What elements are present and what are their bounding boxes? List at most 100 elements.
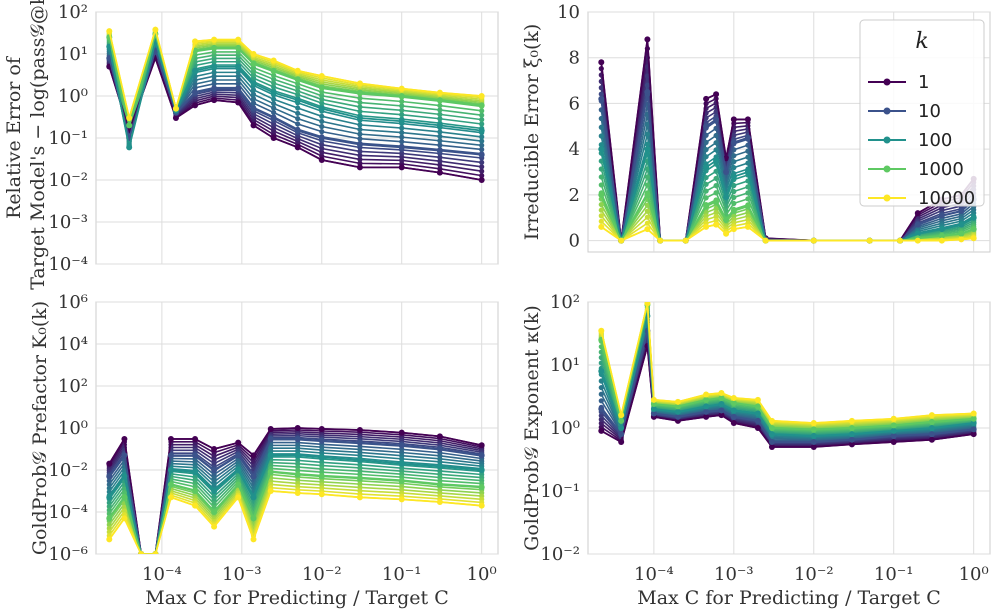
bundle-point <box>479 173 485 179</box>
series-point-k-10 <box>768 438 775 445</box>
series-point-k-100 <box>270 89 277 96</box>
bundle-point <box>713 109 719 115</box>
series-point-k-100 <box>267 452 274 459</box>
series-point-k-100 <box>318 454 325 461</box>
series-point-k-10000 <box>106 28 113 35</box>
y-tick-label: 10⁰ <box>550 418 580 439</box>
series-point-k-100 <box>674 408 681 415</box>
series-point-k-10 <box>106 473 113 480</box>
bundle-point <box>271 80 277 86</box>
series-point-k-1000 <box>211 509 218 515</box>
series-point-k-100 <box>192 67 199 74</box>
series-point-k-10 <box>478 151 485 158</box>
panel-bottom-left: 10⁻⁴ 10⁻³ 10⁻² 10⁻¹ 10⁰ 10⁻⁶ 10⁻⁴ 10⁻² 10⁰ 10² 10⁴… <box>29 292 499 609</box>
y-tick-label: 6 <box>569 93 580 114</box>
series-point-k-10 <box>730 139 737 146</box>
series-point-k-10000 <box>126 114 133 121</box>
series-point-k-100 <box>713 157 720 164</box>
series-point-k-10 <box>703 408 710 415</box>
series-point-k-1 <box>744 116 751 123</box>
series-point-k-10 <box>267 435 274 442</box>
series-point-k-1 <box>730 116 737 123</box>
series-point-k-100 <box>650 406 657 413</box>
bundle-line <box>108 458 482 554</box>
y-tick-label: 10¹ <box>550 355 580 376</box>
series-point-k-10 <box>928 431 935 438</box>
series-point-k-1000 <box>958 230 965 237</box>
series-point-k-10 <box>970 426 977 433</box>
bundle-point <box>713 147 719 153</box>
series-point-k-10000 <box>958 236 965 243</box>
bundle-point <box>598 124 604 130</box>
legend: k 1 10 100 1000 10000 <box>859 19 985 209</box>
x-tick-label: 10⁻¹ <box>874 564 914 585</box>
legend-marker-k-1000 <box>883 165 891 173</box>
bundle-line <box>108 436 482 554</box>
legend-title: k <box>915 29 928 54</box>
series-point-k-1000 <box>436 97 443 104</box>
bundle-point <box>479 121 485 127</box>
series-point-k-10 <box>356 439 363 446</box>
series-point-k-100 <box>318 105 325 112</box>
bundle-line <box>108 476 482 554</box>
legend-label-k-1000: 1000 <box>918 159 964 180</box>
bundle-line <box>108 480 482 554</box>
series-point-k-10000 <box>436 89 443 96</box>
bundle-point <box>703 154 709 160</box>
series-point-k-10000 <box>398 85 405 92</box>
bundle-point <box>357 136 363 142</box>
series-point-k-10000 <box>703 391 710 398</box>
bundle-point <box>319 145 325 152</box>
bundle-point <box>121 486 128 492</box>
series-point-k-1 <box>356 164 363 171</box>
bundle-point <box>319 123 325 130</box>
series-point-k-10 <box>618 431 625 438</box>
bundle-point <box>211 81 217 87</box>
bundle-point <box>399 130 405 136</box>
y-tick-label: 10² <box>550 292 580 313</box>
legend-label-k-1: 1 <box>918 72 929 93</box>
legend-label-k-10000: 10000 <box>918 188 975 209</box>
bundle-point <box>644 182 651 188</box>
bundle-point <box>703 181 709 187</box>
panel-top-right: 0 2 4 6 8 10 Irreducible Error ξ₀(k) k 1 10 100 100… <box>521 2 991 253</box>
bundle-point <box>598 115 604 122</box>
series-point-k-100 <box>810 432 817 439</box>
series-point-k-1000 <box>703 203 710 210</box>
bundle-point <box>211 479 217 485</box>
x-tick-label: 10⁻³ <box>222 564 262 585</box>
series-point-k-1000 <box>235 44 242 51</box>
series-point-k-100 <box>744 169 751 175</box>
series-point-k-10000 <box>398 496 405 503</box>
y-axis-label: Irreducible Error ξ₀(k) <box>521 24 543 241</box>
series-point-k-1 <box>598 59 605 66</box>
series-point-k-10000 <box>598 327 605 334</box>
series-point-k-1000 <box>235 481 242 488</box>
series-point-k-1000 <box>730 207 737 214</box>
series-point-k-100 <box>294 452 301 459</box>
series-point-k-1000 <box>106 515 113 522</box>
series-point-k-10000 <box>192 502 199 509</box>
bundle-point <box>437 116 443 122</box>
series-point-k-1 <box>106 460 113 467</box>
bundle-point <box>295 110 301 116</box>
bundle-line <box>108 450 482 554</box>
bundle-point <box>437 129 443 135</box>
series-point-k-100 <box>890 427 897 434</box>
series-point-k-1 <box>211 97 218 104</box>
series-point-k-10000 <box>152 26 159 33</box>
bundle-point <box>271 76 277 82</box>
series-point-k-10000 <box>618 412 625 419</box>
x-tick-label: 10⁻² <box>302 564 342 585</box>
y-tick-label: 2 <box>569 185 580 206</box>
legend-label-k-100: 100 <box>918 130 952 151</box>
bundle-point <box>399 134 405 140</box>
series-point-k-1 <box>436 433 443 440</box>
bundle-point <box>271 72 277 79</box>
series-point-k-1000 <box>703 396 710 403</box>
bundle-point <box>713 132 719 139</box>
series-point-k-10000 <box>890 415 897 422</box>
legend-box <box>859 19 985 207</box>
bundle-point <box>295 81 301 87</box>
bundle-point <box>745 160 751 166</box>
